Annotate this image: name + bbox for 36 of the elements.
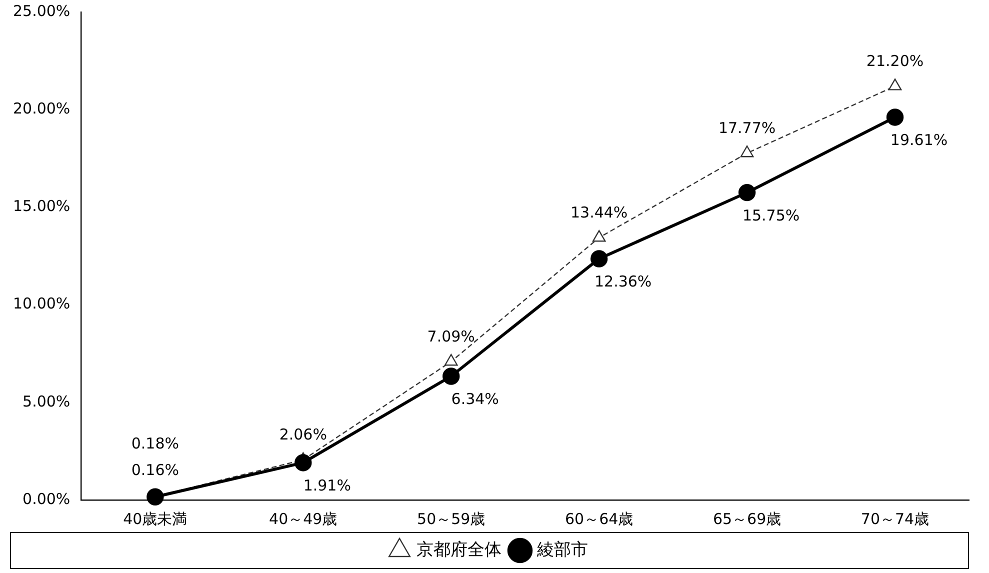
point [740, 146, 754, 158]
point [886, 108, 904, 126]
y-tick-label: 5.00% [22, 392, 70, 410]
data-label: 21.20% [866, 52, 924, 70]
legend-label: 京都府全体 [416, 540, 502, 560]
y-tick-label: 20.00% [12, 99, 70, 118]
point [444, 354, 458, 366]
y-tick-label: 0.00% [22, 490, 70, 508]
data-label: 0.16% [131, 460, 180, 479]
data-label: 17.77% [718, 119, 776, 138]
data-label: 19.61% [890, 131, 948, 150]
y-tick-label: 15.00% [12, 197, 70, 216]
point [888, 78, 902, 90]
y-tick-label: 10.00% [12, 294, 70, 313]
point [592, 230, 606, 242]
point [738, 184, 756, 202]
data-label: 0.18% [131, 434, 180, 452]
data-label: 15.75% [742, 206, 800, 224]
x-tick-label: 70～74歳 [860, 510, 930, 528]
point [590, 250, 608, 268]
data-label: 6.34% [451, 390, 499, 408]
y-tick-label: 25.00% [12, 2, 70, 20]
x-tick-label: 50～59歳 [417, 510, 486, 528]
data-label: 12.36% [594, 272, 652, 291]
data-label: 2.06% [279, 426, 327, 444]
x-tick-label: 40～49歳 [269, 510, 338, 528]
x-tick-label: 40歳未満 [123, 510, 188, 528]
x-tick-label: 60～64歳 [564, 510, 634, 528]
data-label: 13.44% [570, 204, 628, 222]
x-tick-label: 65～69歳 [712, 510, 782, 528]
legend-label: 綾部市 [536, 540, 588, 560]
data-label: 1.91% [303, 476, 351, 495]
point [146, 488, 164, 506]
data-label: 7.09% [427, 327, 475, 346]
point [442, 368, 460, 385]
point [294, 454, 312, 472]
